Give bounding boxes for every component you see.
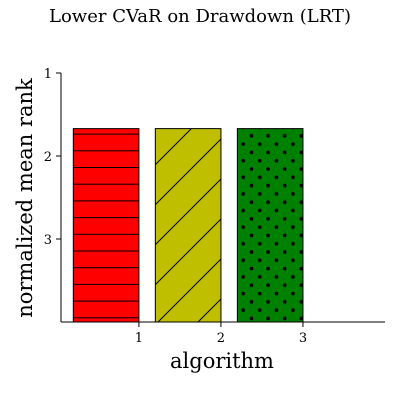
y-tick-label: 2 bbox=[44, 150, 52, 165]
bar-2 bbox=[154, 128, 222, 323]
x-tick-label: 1 bbox=[135, 331, 143, 346]
x-tick-label: 2 bbox=[217, 331, 225, 346]
bar-3 bbox=[236, 128, 304, 323]
y-axis-label: normalized mean rank bbox=[13, 78, 37, 318]
y-tick-label: 3 bbox=[44, 233, 52, 248]
bar-1 bbox=[72, 128, 140, 323]
bar-hatch bbox=[154, 128, 222, 323]
x-ticks: 1 2 3 bbox=[135, 322, 307, 346]
bars bbox=[72, 128, 304, 323]
x-axis-label: algorithm bbox=[170, 349, 274, 373]
bar-hatch bbox=[236, 128, 304, 323]
bar-hatch bbox=[72, 128, 140, 323]
y-ticks: 1 2 3 bbox=[44, 67, 61, 248]
x-tick-label: 3 bbox=[299, 331, 307, 346]
chart-title: Lower CVaR on Drawdown (LRT) bbox=[49, 6, 351, 27]
y-tick-label: 1 bbox=[44, 67, 52, 82]
